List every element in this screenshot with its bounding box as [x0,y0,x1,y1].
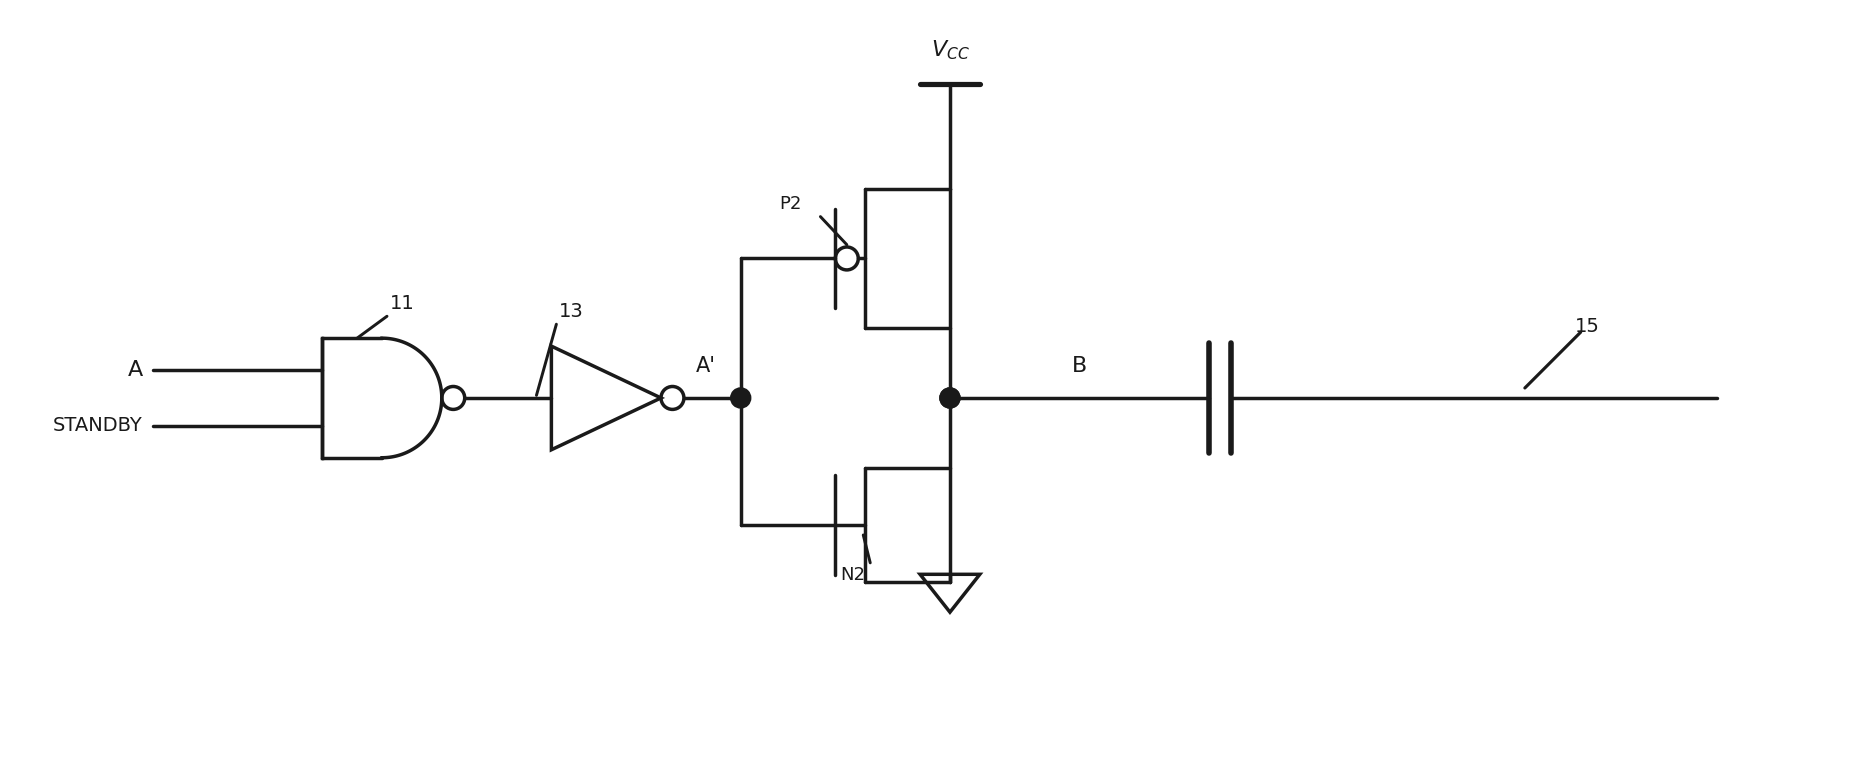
Text: B: B [1072,356,1086,376]
Text: STANDBY: STANDBY [52,416,142,435]
Text: A': A' [696,356,716,376]
Text: $V_{CC}$: $V_{CC}$ [931,38,969,62]
Text: 13: 13 [559,302,583,321]
Circle shape [731,389,750,407]
Text: N2: N2 [840,566,866,584]
Circle shape [941,389,959,407]
Text: P2: P2 [780,194,802,213]
Circle shape [941,389,959,407]
Text: A: A [127,360,142,380]
Text: 11: 11 [389,294,415,313]
Text: 15: 15 [1575,316,1601,336]
